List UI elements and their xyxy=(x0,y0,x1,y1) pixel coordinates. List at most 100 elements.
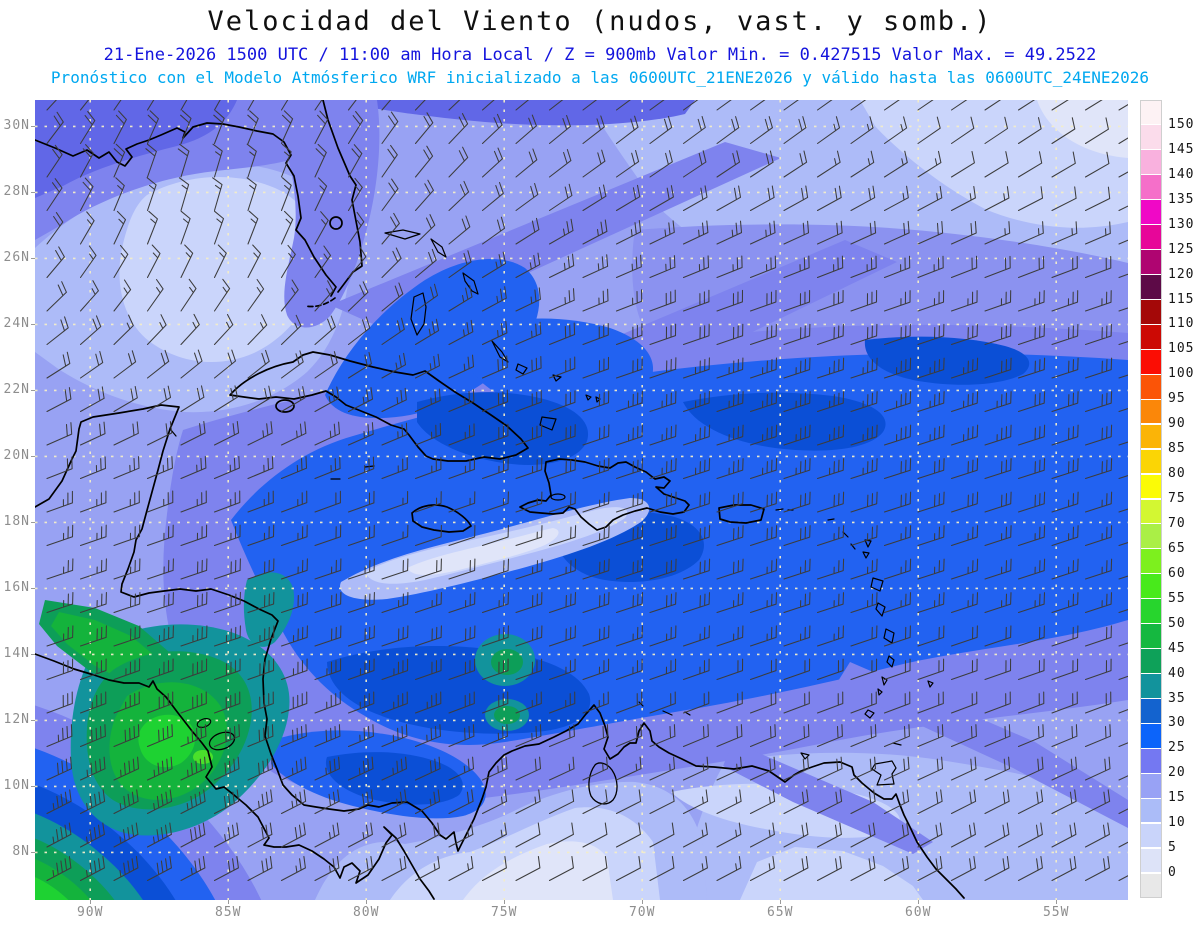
colorbar-segment xyxy=(1141,399,1161,424)
colorbar-tick-label: 65 xyxy=(1168,540,1186,556)
lat-label: 12N xyxy=(3,712,30,728)
latlon-gridlines xyxy=(35,100,1128,900)
colorbar-segment xyxy=(1141,300,1161,324)
colorbar-tick-label: 125 xyxy=(1168,241,1195,257)
lat-tick xyxy=(31,720,35,722)
colorbar-segment xyxy=(1141,798,1161,823)
colorbar-tick-label: 25 xyxy=(1168,740,1186,756)
colorbar-tick-label: 75 xyxy=(1168,491,1186,506)
colorbar-tick-label: 110 xyxy=(1168,316,1195,332)
lat-tick xyxy=(31,324,35,326)
lon-label: 85W xyxy=(214,905,242,920)
lat-tick xyxy=(31,390,35,392)
colorbar-segment xyxy=(1141,424,1161,449)
map-area: Sisπ – ONAMET/REP.DOM. xyxy=(35,100,1128,900)
lat-tick xyxy=(31,852,35,854)
colorbar-tick-label: 135 xyxy=(1168,191,1195,207)
colorbar-segment xyxy=(1141,349,1161,374)
lon-tick xyxy=(1056,900,1058,904)
colorbar-tick-label: 145 xyxy=(1168,141,1195,157)
colorbar-segment xyxy=(1141,599,1161,623)
colorbar-tick-label: 95 xyxy=(1168,391,1186,407)
lat-label: 26N xyxy=(3,250,30,266)
lon-tick xyxy=(90,900,92,904)
lon-label: 90W xyxy=(76,905,104,920)
lat-tick xyxy=(31,126,35,128)
lat-tick xyxy=(31,786,35,788)
colorbar-tick-label: 150 xyxy=(1168,116,1195,132)
colorbar-tick-label: 80 xyxy=(1168,466,1186,482)
colorbar-tick-label: 0 xyxy=(1168,865,1177,881)
valid-time-line: 21-Ene-2026 1500 UTC / 11:00 am Hora Loc… xyxy=(103,45,1097,65)
colorbar-segment xyxy=(1141,449,1161,474)
lat-label: 20N xyxy=(3,448,30,464)
colorbar-tick-label: 70 xyxy=(1168,515,1186,531)
colorbar-segment xyxy=(1141,125,1161,150)
lat-label: 24N xyxy=(3,316,30,332)
colorbar-segment xyxy=(1141,374,1161,399)
lon-label: 70W xyxy=(628,905,656,920)
lon-label: 75W xyxy=(490,905,518,920)
colorbar-segment xyxy=(1141,823,1161,848)
colorbar-tick-label: 50 xyxy=(1168,615,1186,631)
colorbar-tick-label: 15 xyxy=(1168,790,1186,806)
lon-label: 60W xyxy=(904,905,932,920)
lon-tick xyxy=(780,900,782,904)
colorbar-tick-label: 40 xyxy=(1168,665,1186,681)
colorbar-segment xyxy=(1141,649,1161,673)
colorbar-tick-label: 120 xyxy=(1168,266,1195,282)
lat-tick xyxy=(31,258,35,260)
colorbar-tick-label: 55 xyxy=(1168,590,1186,606)
lat-tick xyxy=(31,522,35,524)
lat-label: 30N xyxy=(3,118,30,134)
colorbar-segment xyxy=(1141,200,1161,224)
lat-label: 18N xyxy=(3,514,30,530)
lon-tick xyxy=(228,900,230,904)
lon-tick xyxy=(642,900,644,904)
colorbar-tick-label: 60 xyxy=(1168,565,1186,581)
lat-label: 8N xyxy=(12,844,30,860)
colorbar-tick-label: 20 xyxy=(1168,765,1186,781)
colorbar-segment xyxy=(1141,723,1161,748)
lat-label: 14N xyxy=(3,646,30,662)
model-info-line: Pronóstico con el Modelo Atmósferico WRF… xyxy=(50,68,1150,87)
lat-label: 28N xyxy=(3,184,30,200)
lon-label: 55W xyxy=(1042,905,1070,920)
colorbar-tick-label: 90 xyxy=(1168,416,1186,432)
lat-label: 10N xyxy=(3,778,30,794)
lat-tick xyxy=(31,192,35,194)
lat-tick xyxy=(31,588,35,590)
colorbar-segment xyxy=(1141,324,1161,349)
colorbar-tick-label: 140 xyxy=(1168,166,1195,182)
colorbar-segment xyxy=(1141,873,1161,898)
colorbar-segment xyxy=(1141,100,1161,125)
colorbar-tick-label: 105 xyxy=(1168,341,1195,357)
colorbar-segment xyxy=(1141,524,1161,549)
colorbar-tick-label: 5 xyxy=(1168,840,1177,856)
colorbar-tick-label: 35 xyxy=(1168,690,1186,706)
colorbar-tick-label: 85 xyxy=(1168,441,1186,457)
lon-tick xyxy=(366,900,368,904)
lat-label: 16N xyxy=(3,580,30,596)
wind-speed-shading xyxy=(35,100,1128,900)
colorbar xyxy=(1140,100,1162,898)
colorbar-segment xyxy=(1141,175,1161,200)
colorbar-segment xyxy=(1141,574,1161,599)
colorbar-tick-label: 45 xyxy=(1168,640,1186,656)
colorbar-tick-label: 30 xyxy=(1168,715,1186,731)
colorbar-tick-label: 115 xyxy=(1168,291,1195,307)
page-title: Velocidad del Viento (nudos, vast. y som… xyxy=(207,6,993,37)
colorbar-segment xyxy=(1141,250,1161,274)
lat-tick xyxy=(31,456,35,458)
lon-tick xyxy=(504,900,506,904)
colorbar-segment xyxy=(1141,624,1161,648)
lon-tick xyxy=(918,900,920,904)
colorbar-tick-label: 100 xyxy=(1168,366,1195,382)
colorbar-segment xyxy=(1141,275,1161,299)
colorbar-tick-label: 130 xyxy=(1168,216,1195,232)
colorbar-segment xyxy=(1141,549,1161,574)
colorbar-segment xyxy=(1141,748,1161,773)
colorbar-tick-label: 10 xyxy=(1168,815,1186,831)
colorbar-segment xyxy=(1141,674,1161,698)
